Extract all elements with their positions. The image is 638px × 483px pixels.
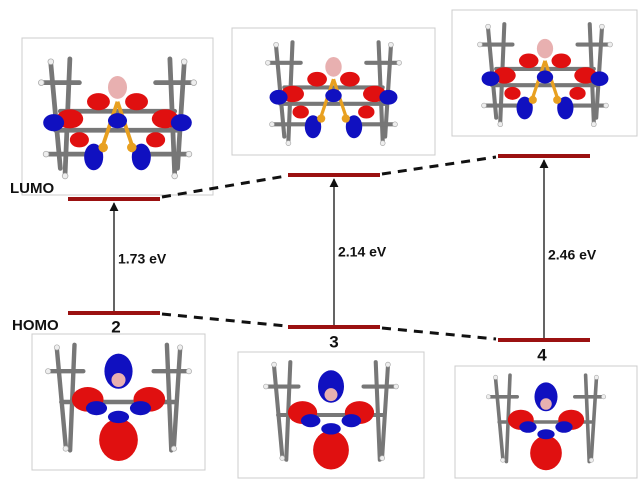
connector: [382, 328, 496, 339]
energy-diagram: LUMO HOMO 1.73 eV 2.14 eV 2.46 eV 2 3 4: [0, 0, 638, 483]
compound-label: 2: [111, 317, 120, 336]
compound-label: 4: [537, 345, 547, 364]
lumo-label: LUMO: [10, 180, 54, 197]
homo-label: HOMO: [12, 317, 59, 334]
gap-label: 1.73 eV: [118, 251, 167, 267]
gap-label: 2.46 eV: [548, 247, 597, 263]
connector: [382, 157, 496, 174]
gap-label: 2.14 eV: [338, 244, 387, 260]
compound-label: 3: [329, 332, 338, 351]
connector: [162, 314, 286, 326]
lumo-images: [22, 10, 637, 195]
